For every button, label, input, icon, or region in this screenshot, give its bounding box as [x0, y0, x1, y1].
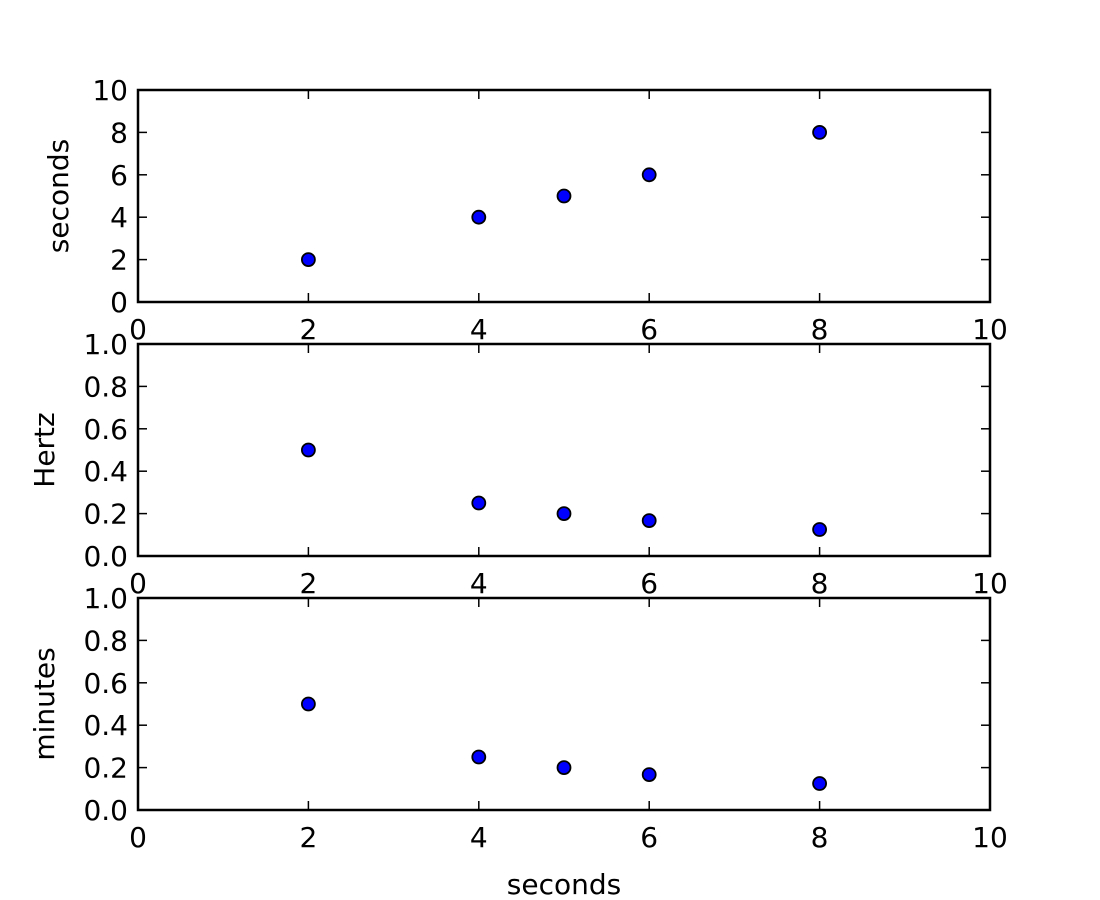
x-tick-label: 8	[811, 313, 829, 346]
data-point	[471, 495, 487, 511]
x-tick-label: 8	[811, 821, 829, 854]
x-tick-label: 0	[129, 313, 147, 346]
data-point	[641, 167, 657, 183]
x-tick-label: 2	[299, 313, 317, 346]
x-tick-label: 2	[299, 567, 317, 600]
x-tick-label: 4	[470, 313, 488, 346]
data-point	[812, 522, 827, 537]
y-tick-label: 6	[110, 159, 128, 192]
subplot-3: 0 2 4 6 8 10 0.0 0.2 0.4 0.6 0.8 1.0 minutes second…	[28, 582, 1008, 900]
x-tick-label: 10	[972, 567, 1008, 600]
axes-frame-2	[136, 342, 992, 558]
data-point	[556, 506, 572, 521]
subplot-2: 0 2 4 6 8 10 0.0 0.2 0.4 0.6 0.8 1.0 Hertz	[28, 328, 1008, 600]
y-axis-label-1: seconds	[42, 139, 75, 253]
data-point	[812, 124, 827, 140]
data-point	[471, 749, 487, 765]
x-tick-label: 0	[129, 567, 147, 600]
y-tick-label: 10	[92, 74, 128, 107]
y-tick-label: 0.6	[83, 667, 128, 700]
y-tick-label: 0.8	[83, 370, 128, 403]
data-point	[556, 188, 572, 204]
data-point	[471, 209, 487, 225]
y-tick-label: 4	[110, 201, 128, 234]
data-point	[300, 696, 316, 712]
y-tick-label: 0.4	[83, 455, 128, 488]
plot-area-1: 0 2 4 6 8 10 0 2 4 6 8 10	[92, 74, 1007, 346]
y-tick-label: 8	[110, 116, 128, 149]
y-tick-label: 0.0	[83, 794, 128, 827]
x-tick-label: 6	[640, 313, 658, 346]
data-point	[812, 776, 827, 791]
data-point	[300, 252, 316, 268]
data-point	[556, 760, 572, 775]
axes-frame-1	[136, 88, 992, 304]
data-point	[641, 513, 657, 528]
y-tick-label: 0.6	[83, 413, 128, 446]
subplot-1: 0 2 4 6 8 10 0 2 4 6 8 10 seconds	[42, 74, 1008, 346]
y-tick-label: 0.2	[83, 752, 128, 785]
y-axis-label-3: minutes	[28, 647, 61, 760]
x-tick-label: 10	[972, 821, 1008, 854]
x-tick-label: 6	[640, 567, 658, 600]
data-point	[641, 767, 657, 782]
y-tick-label: 1.0	[83, 582, 128, 615]
x-tick-label: 0	[129, 821, 147, 854]
plot-area-2: 0 2 4 6 8 10 0.0 0.2 0.4 0.6 0.8 1.0	[83, 328, 1007, 600]
y-tick-label: 0.2	[83, 498, 128, 531]
x-tick-label: 10	[972, 313, 1008, 346]
data-point	[300, 442, 316, 458]
x-tick-label: 2	[299, 821, 317, 854]
x-tick-label: 4	[470, 567, 488, 600]
y-tick-label: 0.4	[83, 709, 128, 742]
x-tick-label: 6	[640, 821, 658, 854]
x-tick-label: 4	[470, 821, 488, 854]
x-axis-label-3: seconds	[507, 868, 621, 900]
y-tick-label: 1.0	[83, 328, 128, 361]
plot-area-3: 0 2 4 6 8 10 0.0 0.2 0.4 0.6 0.8 1.0	[83, 582, 1007, 854]
y-axis-label-2: Hertz	[28, 412, 61, 487]
x-tick-label: 8	[811, 567, 829, 600]
axes-frame-3	[136, 596, 992, 812]
y-tick-label: 0.8	[83, 624, 128, 657]
y-tick-label: 0.0	[83, 540, 128, 573]
y-tick-label: 0	[110, 286, 128, 319]
y-tick-label: 2	[110, 244, 128, 277]
